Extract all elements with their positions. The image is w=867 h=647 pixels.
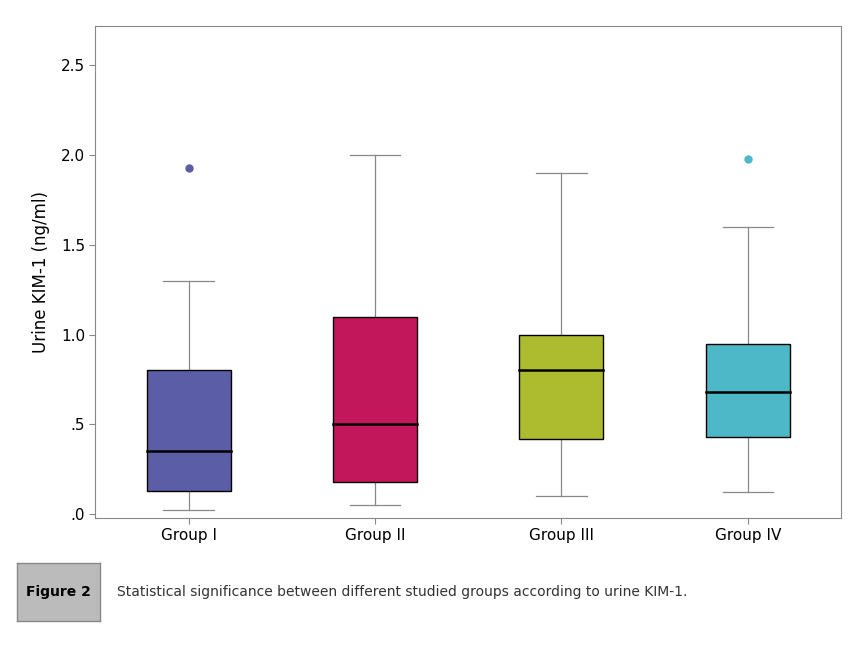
Bar: [147, 371, 231, 490]
Text: Statistical significance between different studied groups according to urine KIM: Statistical significance between differe…: [117, 585, 688, 599]
Bar: [519, 334, 603, 439]
Bar: [706, 344, 790, 437]
Bar: [333, 316, 417, 482]
Y-axis label: Urine KIM-1 (ng/ml): Urine KIM-1 (ng/ml): [32, 191, 49, 353]
Text: Figure 2: Figure 2: [26, 585, 91, 599]
